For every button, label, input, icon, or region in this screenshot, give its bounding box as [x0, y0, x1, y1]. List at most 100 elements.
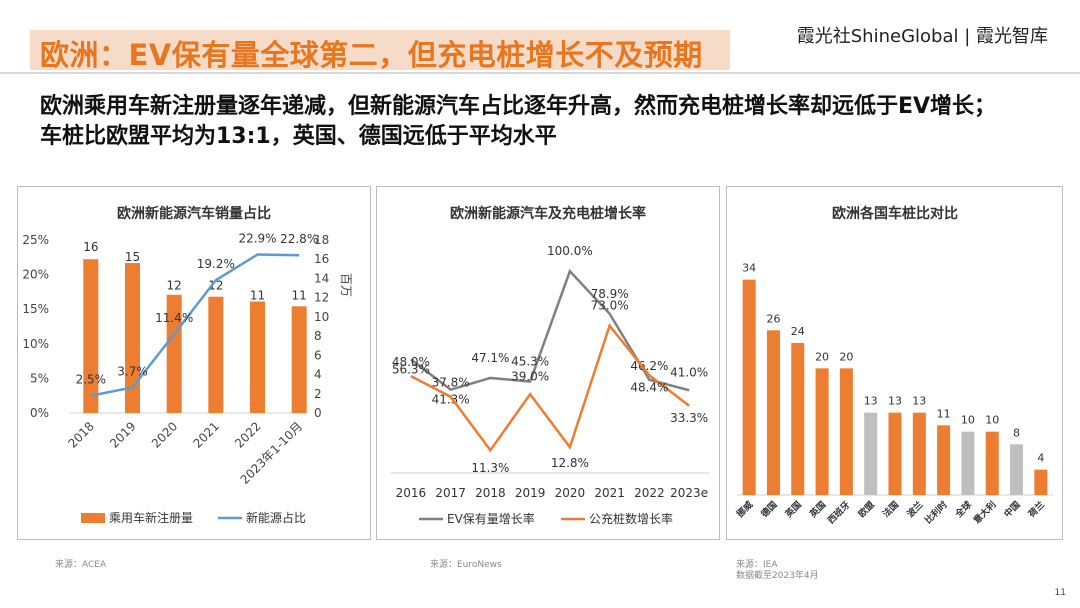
bar-data-label: 12: [208, 279, 223, 293]
source-right-2: 数据截至2023年4月: [736, 571, 819, 581]
line-data-label: 41.0%: [670, 365, 708, 379]
line-data-label: 11.3%: [471, 461, 509, 475]
subtitle-line-1: 欧洲乘用车新注册量逐年递减，但新能源汽车占比逐年升高，然而充电桩增长率却远低于E…: [40, 94, 997, 119]
x-tick-label: 比利时: [922, 499, 950, 527]
x-tick-label: 法国: [880, 499, 901, 520]
bar-data-label: 8: [1013, 426, 1020, 439]
chart-ev-share: 欧洲新能源汽车销量占比 0% 5% 10% 15% 20% 25% 0 2 4 6 8 10 12 14 16…: [22, 205, 353, 525]
bar-data-label: 34: [742, 262, 756, 275]
bar-ratio: [815, 368, 829, 495]
line-data-label: 46.2%: [630, 359, 668, 373]
bar-new-registrations: [166, 294, 182, 413]
bar-data-label: 13: [864, 395, 878, 408]
bar-data-label: 13: [912, 395, 926, 408]
x-tick-label: 2020: [149, 419, 180, 450]
x-tick-label: 意大利: [971, 499, 999, 527]
chart-panel-growth: 欧洲新能源汽车及充电桩增长率 2016 2017 2018 2019 2020 2021 20…: [376, 186, 720, 540]
bar-ratio: [742, 279, 756, 495]
x-tick-label: 挪威: [734, 499, 755, 520]
y-right-tick-label: 16: [314, 252, 329, 266]
legend-label-ev-growth: EV保有量增长率: [447, 511, 535, 526]
bar-new-registrations: [208, 296, 224, 413]
y-left-tick-label: 0%: [30, 406, 49, 420]
line-data-label: 2.5%: [76, 373, 107, 387]
x-tick-label: 2019: [107, 419, 138, 450]
bar-data-label: 12: [167, 279, 182, 293]
bar-data-label: 11: [937, 407, 951, 420]
line-data-label: 48.4%: [630, 380, 668, 394]
x-tick-label: 英国: [782, 499, 804, 521]
line-data-label: 19.2%: [197, 257, 235, 271]
x-tick-label: 波兰: [904, 499, 925, 520]
line-data-label: 47.1%: [471, 351, 509, 365]
bar-data-label: 11: [292, 288, 307, 302]
bar-new-registrations: [125, 263, 140, 413]
bar-ratio: [961, 431, 975, 495]
bar-ratio: [791, 343, 805, 495]
x-tick-label: 2018: [65, 419, 96, 450]
x-tick-label: 英国: [806, 499, 828, 521]
bar-data-label: 4: [1037, 452, 1044, 465]
y-right-tick-label: 0: [314, 406, 322, 420]
x-tick-label: 2017: [435, 486, 466, 500]
line-ev-share: [90, 253, 300, 397]
subtitle-line-2: 车桩比欧盟平均为13:1，英国、德国远低于平均水平: [40, 124, 557, 149]
chart-car-charger-ratio: 欧洲各国车桩比对比 34 挪威 26 德国 24 英国 20 英国 20 西班牙 13 欧盟 13 法国 13…: [734, 205, 1053, 527]
y-right-axis-label: 百万: [339, 273, 353, 297]
bar-data-label: 26: [766, 312, 780, 325]
line-data-label: 11.4%: [155, 311, 193, 325]
bar-ratio: [985, 431, 999, 495]
x-tick-label: 德国: [758, 499, 779, 520]
line-data-label: 78.9%: [591, 287, 629, 301]
bar-data-label: 16: [83, 240, 98, 254]
y-right-tick-label: 12: [314, 291, 329, 305]
line-data-label: 56.3%: [392, 362, 430, 376]
bar-data-label: 24: [791, 325, 805, 338]
bar-ratio: [888, 412, 902, 495]
y-right-tick-label: 8: [314, 329, 322, 343]
bar-data-label: 10: [961, 414, 975, 427]
bar-ratio: [912, 412, 926, 495]
y-right-tick-label: 2: [314, 387, 322, 401]
y-right-tick-label: 6: [314, 348, 322, 362]
line-data-label: 37.8%: [432, 376, 470, 390]
bar-data-label: 15: [125, 250, 140, 264]
x-tick-label: 西班牙: [825, 499, 853, 527]
x-tick-label: 荷兰: [1025, 499, 1047, 521]
line-data-label: 22.9%: [238, 232, 276, 246]
legend-label-registrations: 乘用车新注册量: [109, 510, 193, 525]
source-middle: 来源：EuroNews: [430, 560, 502, 570]
x-tick-label: 2021: [190, 419, 221, 450]
y-right-tick-label: 18: [314, 233, 329, 247]
x-tick-label: 2016: [396, 486, 427, 500]
bar-ratio: [839, 368, 853, 495]
title-highlight: [30, 30, 730, 70]
y-left-tick-label: 25%: [22, 233, 49, 247]
bar-new-registrations: [250, 301, 265, 413]
chart-growth-rate: 欧洲新能源汽车及充电桩增长率 2016 2017 2018 2019 2020 2021 20…: [391, 205, 709, 526]
line-charger-growth: [410, 323, 690, 453]
x-tick-label: 全球: [952, 498, 975, 521]
bar-data-label: 10: [985, 414, 999, 427]
line-data-label: 12.8%: [551, 456, 589, 470]
chart-panel-ratio: 欧洲各国车桩比对比 34 挪威 26 德国 24 英国 20 英国 20 西班牙 13 欧盟 13 法国 13…: [726, 186, 1063, 540]
bar-data-label: 11: [250, 288, 265, 302]
y-right-tick-label: 14: [314, 271, 329, 285]
chart-title: 欧洲各国车桩比对比: [832, 205, 958, 222]
line-data-label: 48.0%: [392, 355, 430, 369]
line-data-label: 22.8%: [280, 232, 318, 246]
header-divider: [0, 72, 1080, 74]
x-tick-label: 中国: [1001, 499, 1022, 520]
bar-data-label: 13: [888, 395, 902, 408]
y-right-tick-label: 4: [314, 368, 322, 382]
chart-panel-ev-share: 欧洲新能源汽车销量占比 0% 5% 10% 15% 20% 25% 0 2 4 6 8 10 12 14 16…: [17, 186, 371, 540]
x-tick-label: 2018: [475, 486, 506, 500]
brand-logo-text: 霞光社ShineGlobal | 霞光智库: [796, 26, 1048, 47]
source-right-1: 来源：IEA: [736, 560, 778, 570]
x-tick-label: 2020: [555, 486, 586, 500]
x-tick-label: 2022: [634, 486, 665, 500]
bar-ratio: [766, 330, 780, 495]
y-left-tick-label: 20%: [22, 268, 49, 282]
line-data-label: 41.3%: [432, 393, 470, 407]
x-tick-label: 2021: [594, 486, 625, 500]
